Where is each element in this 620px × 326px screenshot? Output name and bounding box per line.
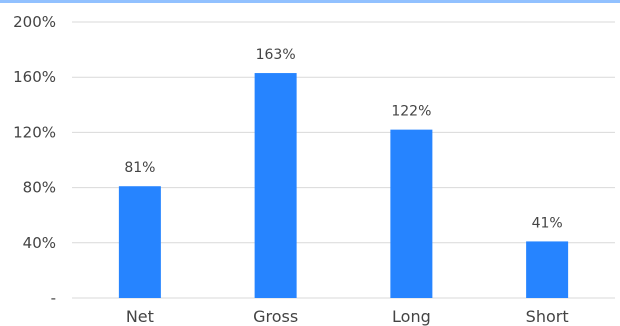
y-tick-label: - [51,289,56,307]
y-tick-label: 40% [23,234,56,252]
category-label-long: Long [392,307,431,326]
bar-short [526,241,569,298]
x-axis-categories: Net Gross Long Short [126,307,569,326]
y-tick-label: 200% [13,13,56,31]
data-labels: 81% 163% 122% 41% [124,47,562,231]
bar-net [118,186,161,298]
y-tick-label: 160% [13,68,56,86]
bar-long [390,129,433,298]
category-label-gross: Gross [253,307,298,326]
data-label-long: 122% [391,104,431,120]
category-label-net: Net [126,307,154,326]
bars [118,73,569,298]
bar-gross [254,73,297,298]
category-label-short: Short [526,307,569,326]
data-label-gross: 163% [256,47,296,63]
gridlines [72,21,615,299]
data-label-net: 81% [124,160,155,176]
y-tick-label: 120% [13,123,56,141]
y-tick-label: 80% [23,179,56,197]
y-axis-ticks: - 40% 80% 120% 160% 200% [13,13,56,307]
chart-top-accent [0,0,620,3]
data-label-short: 41% [532,215,563,231]
